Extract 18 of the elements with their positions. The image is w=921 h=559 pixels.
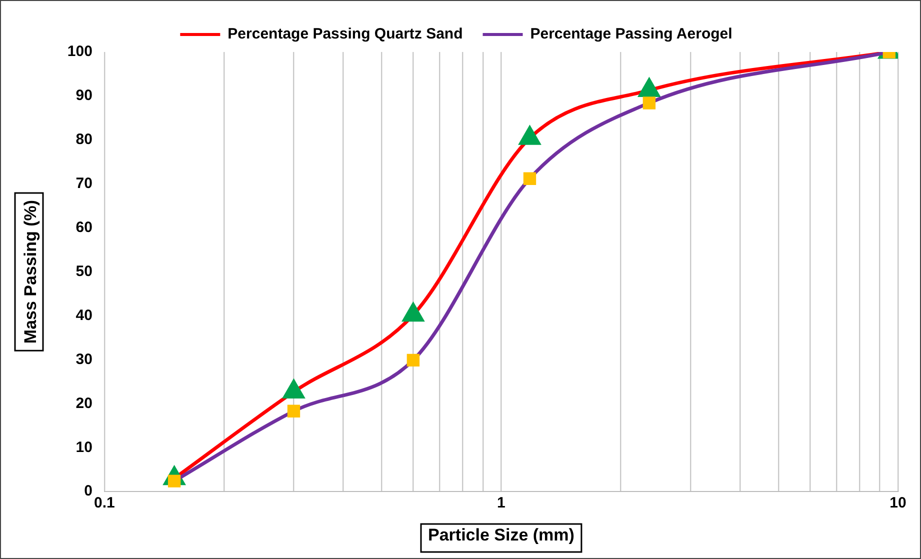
legend-label: Percentage Passing Aerogel xyxy=(530,26,732,43)
legend-label: Percentage Passing Quartz Sand xyxy=(228,26,463,43)
x-tick-label: 10 xyxy=(890,494,906,512)
x-tick-label: 1 xyxy=(497,494,506,512)
y-tick-label: 40 xyxy=(76,306,92,324)
y-tick-label: 50 xyxy=(76,262,92,280)
x-axis-title: Particle Size (mm) xyxy=(428,525,574,544)
y-tick-label: 90 xyxy=(76,87,92,104)
y-tick-label: 10 xyxy=(76,438,92,456)
y-tick-label: 0 xyxy=(84,482,92,500)
y-tick-label: 30 xyxy=(76,350,92,368)
y-tick-label: 100 xyxy=(67,43,92,60)
y-tick-label: 20 xyxy=(76,394,92,412)
y-tick-label: 70 xyxy=(76,175,92,192)
y-tick-label: 80 xyxy=(76,131,92,148)
y-axis-title: Mass Passing (%) xyxy=(20,200,40,344)
x-tick-label: 0.1 xyxy=(94,494,115,512)
y-tick-label: 60 xyxy=(76,218,92,236)
